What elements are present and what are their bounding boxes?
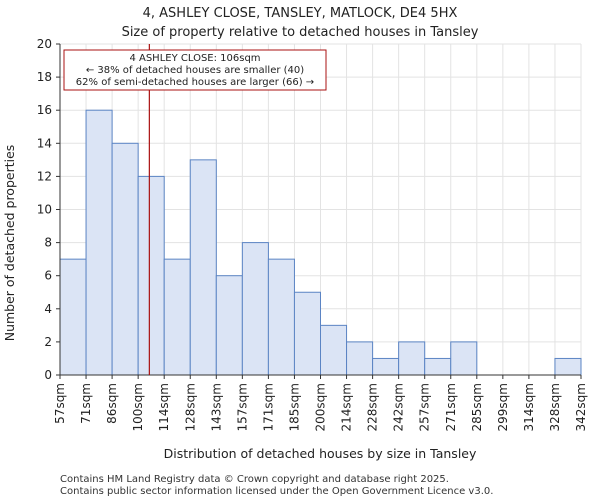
x-tick-label: 285sqm xyxy=(470,383,484,431)
histogram-bar xyxy=(137,175,165,376)
histogram-bar xyxy=(320,324,348,376)
histogram-bar xyxy=(424,357,452,376)
x-axis-label: Distribution of detached houses by size … xyxy=(164,446,477,461)
y-tick-label: 16 xyxy=(37,103,52,117)
chart-title: 4, ASHLEY CLOSE, TANSLEY, MATLOCK, DE4 5… xyxy=(143,6,458,21)
x-tick-label: 157sqm xyxy=(235,383,249,431)
histogram-bar xyxy=(398,341,426,376)
x-tick-label: 257sqm xyxy=(418,383,432,431)
x-tick-label: 314sqm xyxy=(522,383,536,431)
histogram-bar xyxy=(293,291,322,376)
x-tick-label: 86sqm xyxy=(105,383,119,424)
x-tick-label: 57sqm xyxy=(53,383,67,424)
annotation-line: 62% of semi-detached houses are larger (… xyxy=(76,77,314,88)
x-tick-label: 114sqm xyxy=(157,383,171,431)
footer-line-2: Contains public sector information licen… xyxy=(60,486,493,497)
histogram-bar xyxy=(346,341,374,376)
y-tick-label: 18 xyxy=(37,70,52,84)
histogram-bar xyxy=(215,275,243,376)
x-tick-label: 185sqm xyxy=(287,383,301,431)
y-axis-label: Number of detached properties xyxy=(2,145,17,342)
histogram-bar xyxy=(372,357,400,376)
y-tick-label: 4 xyxy=(44,302,52,316)
histogram-bar xyxy=(85,109,113,376)
x-tick-label: 328sqm xyxy=(548,383,562,431)
histogram-bar xyxy=(450,341,478,376)
histogram-bar xyxy=(163,258,191,376)
y-tick-label: 2 xyxy=(44,335,52,349)
x-tick-label: 342sqm xyxy=(574,383,588,431)
x-tick-label: 100sqm xyxy=(131,383,145,431)
x-tick-label: 228sqm xyxy=(366,383,380,431)
y-tick-label: 6 xyxy=(44,269,52,283)
y-tick-label: 20 xyxy=(37,37,52,51)
histogram-bar xyxy=(59,258,87,376)
y-tick-label: 10 xyxy=(37,203,52,217)
histogram-bar xyxy=(111,142,139,376)
y-tick-label: 12 xyxy=(37,169,52,183)
y-tick-label: 14 xyxy=(37,136,52,150)
x-tick-label: 143sqm xyxy=(209,383,223,431)
annotation-line: ← 38% of detached houses are smaller (40… xyxy=(86,65,304,76)
y-tick-label: 8 xyxy=(44,236,52,250)
chart-subtitle: Size of property relative to detached ho… xyxy=(122,25,479,40)
x-tick-label: 271sqm xyxy=(444,383,458,431)
footer-line-1: Contains HM Land Registry data © Crown c… xyxy=(60,474,449,485)
histogram-bar xyxy=(267,258,295,376)
histogram-bar xyxy=(189,159,217,376)
histogram-bar xyxy=(554,357,582,376)
x-tick-label: 128sqm xyxy=(183,383,197,431)
y-tick-label: 0 xyxy=(44,368,52,382)
x-tick-label: 171sqm xyxy=(261,383,275,431)
x-tick-label: 242sqm xyxy=(392,383,406,431)
histogram-bar xyxy=(241,242,269,376)
x-tick-label: 299sqm xyxy=(496,383,510,431)
annotation-box xyxy=(63,49,327,91)
x-tick-label: 214sqm xyxy=(340,383,354,431)
x-tick-label: 71sqm xyxy=(79,383,93,424)
plot-area: 0 2 4 6 8 10 12 14 16 18 20 57sqm 71sqm 86sqm 100sqm 11… xyxy=(37,37,588,431)
annotation-line: 4 ASHLEY CLOSE: 106sqm xyxy=(129,53,260,64)
x-tick-label: 200sqm xyxy=(314,383,328,431)
